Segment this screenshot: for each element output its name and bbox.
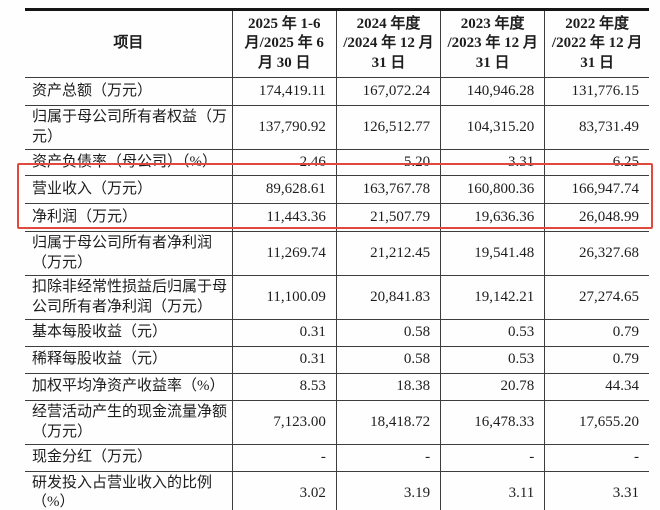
header-period-2022: 2022 年度 /2022 年 12 月 31 日 bbox=[544, 9, 649, 78]
row-value: 160,800.36 bbox=[440, 175, 545, 204]
row-value: 19,541.48 bbox=[440, 231, 545, 276]
row-value: - bbox=[440, 444, 545, 472]
row-value: 163,767.78 bbox=[335, 175, 441, 204]
row-value: 16,478.33 bbox=[440, 400, 545, 445]
row-label: 归属于母公司所有者净利润（万元） bbox=[32, 235, 213, 271]
row-value: 5.20 bbox=[335, 149, 441, 176]
row-label: 资产总额（万元） bbox=[32, 82, 153, 99]
row-value: 26,327.68 bbox=[544, 231, 649, 276]
row-label: 归属于母公司所有者权益（万元） bbox=[32, 109, 228, 145]
table-row: 归属于母公司所有者权益（万元） 137,790.92 126,512.77 10… bbox=[25, 105, 649, 150]
row-value: 11,443.36 bbox=[231, 203, 337, 232]
table-row: 扣除非经常性损益后归属于母公司所有者净利润（万元） 11,100.09 20,8… bbox=[25, 275, 649, 320]
row-value: 26,048.99 bbox=[544, 203, 649, 232]
row-value: 104,315.20 bbox=[440, 105, 545, 150]
row-value: 20,841.83 bbox=[335, 275, 441, 320]
row-value: 7,123.00 bbox=[231, 400, 337, 445]
row-value: 19,636.36 bbox=[440, 203, 545, 232]
row-value: 0.31 bbox=[231, 346, 337, 374]
row-value: 166,947.74 bbox=[544, 175, 649, 204]
table-row: 经营活动产生的现金流量净额（万元） 7,123.00 18,418.72 16,… bbox=[25, 400, 649, 445]
financial-summary-table: 项目 2025 年 1-6 月/2025 年 6 月 30 日 2024 年度 … bbox=[25, 8, 649, 510]
row-value: - bbox=[335, 444, 441, 472]
row-label: 营业收入（万元） bbox=[32, 180, 153, 197]
table-row-highlighted: 营业收入（万元） 89,628.61 163,767.78 160,800.36… bbox=[25, 175, 649, 204]
header-period-2023: 2023 年度 /2023 年 12 月 31 日 bbox=[440, 9, 545, 78]
row-value: 3.31 bbox=[544, 471, 649, 510]
table-row: 基本每股收益（元） 0.31 0.58 0.53 0.79 bbox=[25, 319, 649, 347]
row-value: 167,072.24 bbox=[335, 77, 441, 106]
row-label: 扣除非经常性损益后归属于母公司所有者净利润（万元） bbox=[32, 279, 228, 315]
row-value: 20.78 bbox=[440, 373, 545, 401]
row-value: 0.53 bbox=[440, 319, 545, 347]
row-value: 21,507.79 bbox=[335, 203, 441, 232]
row-value: 18,418.72 bbox=[335, 400, 441, 445]
row-label: 经营活动产生的现金流量净额（万元） bbox=[32, 404, 228, 440]
row-value: 83,731.49 bbox=[544, 105, 649, 150]
row-label: 稀释每股收益（元） bbox=[32, 351, 168, 368]
table-row: 资产负债率（母公司）（%） 2.46 5.20 3.31 6.25 bbox=[25, 149, 649, 176]
row-value: 89,628.61 bbox=[231, 175, 337, 204]
row-value: 0.58 bbox=[335, 319, 441, 347]
table-row: 稀释每股收益（元） 0.31 0.58 0.53 0.79 bbox=[25, 346, 649, 374]
row-value: 44.34 bbox=[544, 373, 649, 401]
row-value: - bbox=[544, 444, 649, 472]
row-label: 研发投入占营业收入的比例（%） bbox=[32, 475, 213, 510]
header-period-2025: 2025 年 1-6 月/2025 年 6 月 30 日 bbox=[231, 9, 337, 78]
row-value: 140,946.28 bbox=[440, 77, 545, 106]
row-value: 19,142.21 bbox=[440, 275, 545, 320]
row-value: 18.38 bbox=[335, 373, 441, 401]
header-row: 项目 2025 年 1-6 月/2025 年 6 月 30 日 2024 年度 … bbox=[25, 9, 649, 78]
row-value: 2.46 bbox=[231, 149, 337, 176]
row-value: 27,274.65 bbox=[544, 275, 649, 320]
row-value: 126,512.77 bbox=[335, 105, 441, 150]
row-value: 3.02 bbox=[231, 471, 337, 510]
row-value: 0.31 bbox=[231, 319, 337, 347]
row-value: 131,776.15 bbox=[544, 77, 649, 106]
row-value: 174,419.11 bbox=[231, 77, 337, 106]
row-value: 6.25 bbox=[544, 149, 649, 176]
row-value: 0.79 bbox=[544, 319, 649, 347]
row-label: 现金分红（万元） bbox=[32, 449, 153, 466]
header-period-2024: 2024 年度 /2024 年 12 月 31 日 bbox=[335, 9, 441, 78]
table-row: 归属于母公司所有者净利润（万元） 11,269.74 21,212.45 19,… bbox=[25, 231, 649, 276]
table-row: 现金分红（万元） - - - - bbox=[25, 444, 649, 472]
table-row: 研发投入占营业收入的比例（%） 3.02 3.19 3.11 3.31 bbox=[25, 471, 649, 510]
row-value: 0.79 bbox=[544, 346, 649, 374]
table-row: 资产总额（万元） 174,419.11 167,072.24 140,946.2… bbox=[25, 77, 649, 106]
row-value: 11,100.09 bbox=[231, 275, 337, 320]
row-label: 净利润（万元） bbox=[32, 208, 138, 225]
row-value: 3.19 bbox=[335, 471, 441, 510]
row-label: 加权平均净资产收益率（%） bbox=[32, 378, 225, 395]
row-value: 137,790.92 bbox=[231, 105, 337, 150]
row-value: 3.31 bbox=[440, 149, 545, 176]
row-value: 11,269.74 bbox=[231, 231, 337, 276]
row-value: 0.58 bbox=[335, 346, 441, 374]
table-row-highlighted: 净利润（万元） 11,443.36 21,507.79 19,636.36 26… bbox=[25, 203, 649, 232]
row-value: 8.53 bbox=[231, 373, 337, 401]
row-value: - bbox=[231, 444, 337, 472]
table-row: 加权平均净资产收益率（%） 8.53 18.38 20.78 44.34 bbox=[25, 373, 649, 401]
row-label: 基本每股收益（元） bbox=[32, 324, 168, 341]
row-value: 0.53 bbox=[440, 346, 545, 374]
row-value: 3.11 bbox=[440, 471, 545, 510]
header-item: 项目 bbox=[113, 35, 144, 52]
row-label: 资产负债率（母公司）（%） bbox=[32, 153, 217, 170]
row-value: 21,212.45 bbox=[335, 231, 441, 276]
row-value: 17,655.20 bbox=[544, 400, 649, 445]
